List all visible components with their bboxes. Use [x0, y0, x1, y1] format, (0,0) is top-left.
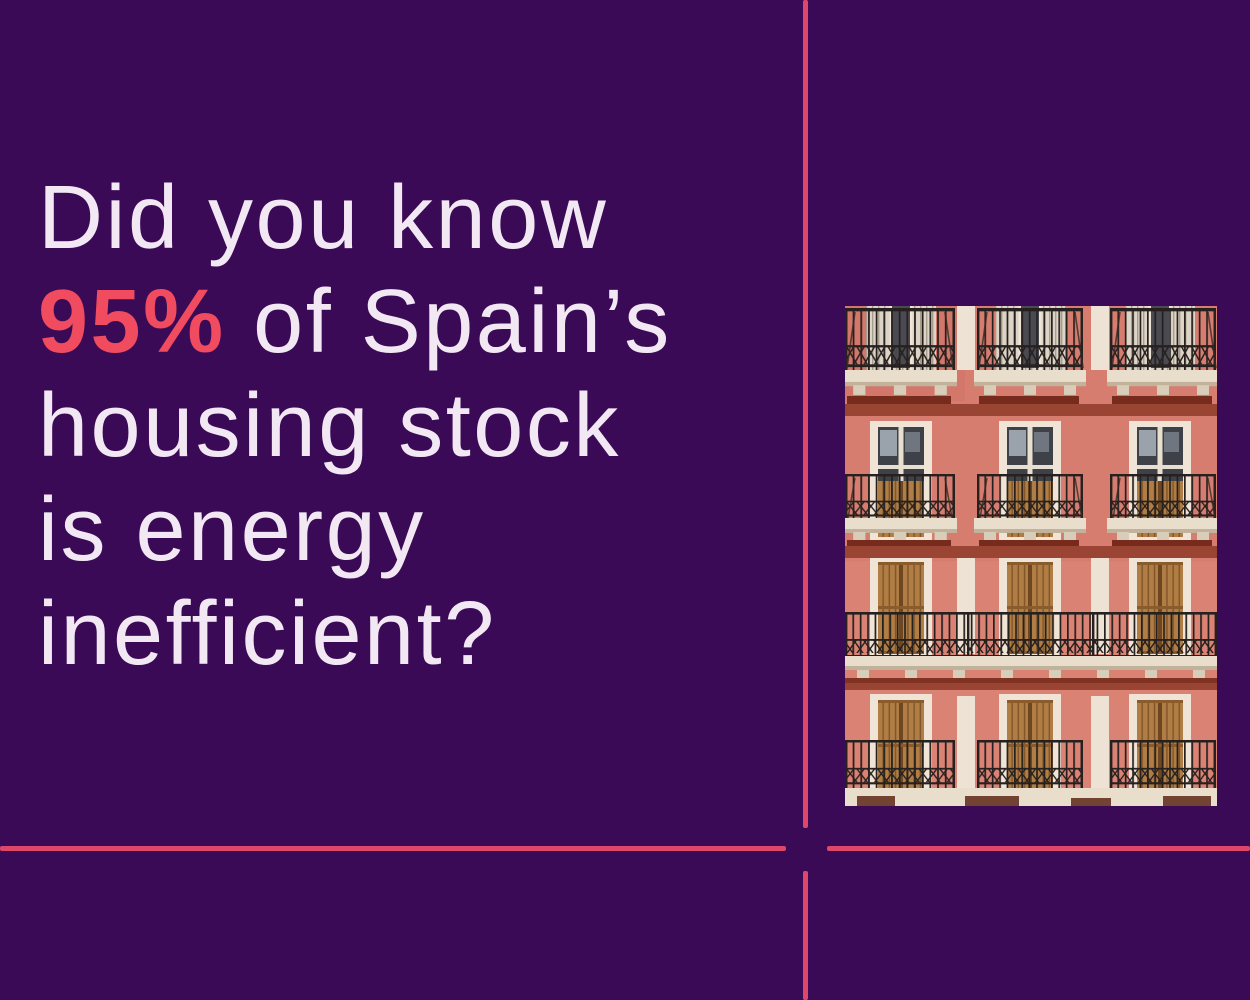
- horizontal-accent-line-left: [0, 846, 786, 851]
- building-photo: [845, 306, 1217, 806]
- balcony-row-1: [845, 308, 1217, 416]
- headline-text: housing stock: [38, 376, 621, 476]
- headline: Did you know 95% of Spain’s housing stoc…: [38, 166, 672, 686]
- headline-text: inefficient?: [38, 584, 497, 684]
- headline-line: inefficient?: [38, 582, 672, 686]
- headline-line: housing stock: [38, 374, 672, 478]
- vertical-accent-line-top: [803, 0, 808, 828]
- headline-line: is energy: [38, 478, 672, 582]
- horizontal-accent-line-right: [827, 846, 1250, 851]
- headline-text: Did you know: [38, 168, 609, 268]
- vertical-accent-line-bottom: [803, 871, 808, 1000]
- balcony-row-2: [845, 474, 1217, 558]
- balcony-row-4: [845, 740, 1216, 788]
- headline-text: of Spain’s: [225, 272, 672, 372]
- bottom-cornice: [845, 788, 1217, 806]
- headline-text: is energy: [38, 480, 426, 580]
- balcony-row-3-continuous: [845, 612, 1217, 690]
- headline-line: Did you know: [38, 166, 672, 270]
- headline-line: 95% of Spain’s: [38, 270, 672, 374]
- headline-accent-95-percent: 95%: [38, 272, 226, 372]
